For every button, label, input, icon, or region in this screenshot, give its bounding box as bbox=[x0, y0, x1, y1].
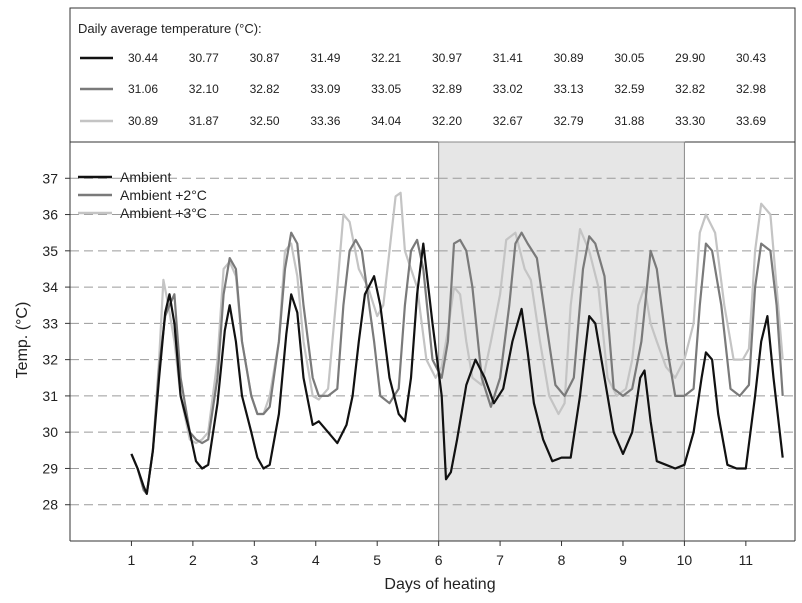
table-cell: 33.02 bbox=[493, 82, 523, 96]
table-cell: 32.59 bbox=[614, 82, 644, 96]
table-cell: 31.49 bbox=[310, 51, 340, 65]
x-tick-label: 3 bbox=[250, 552, 258, 568]
table-cell: 32.20 bbox=[432, 114, 462, 128]
legend: Ambient Ambient +2°C Ambient +3°C bbox=[78, 169, 207, 221]
table-rows: 30.44 30.77 30.87 31.49 32.21 30.97 31.41 30.89… bbox=[80, 51, 766, 128]
y-ticks: 28 29 30 31 32 33 34 35 36 37 bbox=[42, 170, 70, 513]
legend-label: Ambient bbox=[120, 169, 171, 185]
table-cell: 32.82 bbox=[675, 82, 705, 96]
x-tick-label: 9 bbox=[619, 552, 627, 568]
table-cell: 30.97 bbox=[432, 51, 462, 65]
table-cell: 32.67 bbox=[493, 114, 523, 128]
y-tick-label: 33 bbox=[42, 315, 58, 331]
x-tick-label: 4 bbox=[312, 552, 320, 568]
series-lines bbox=[130, 191, 784, 495]
y-tick-label: 32 bbox=[42, 352, 58, 368]
table-cell: 32.79 bbox=[554, 114, 584, 128]
table-cell: 33.30 bbox=[675, 114, 705, 128]
table-cell: 30.44 bbox=[128, 51, 158, 65]
table-cell: 32.21 bbox=[371, 51, 401, 65]
table-cell: 33.05 bbox=[371, 82, 401, 96]
table-cell: 32.82 bbox=[250, 82, 280, 96]
series-line-1 bbox=[130, 242, 784, 495]
table-cell: 33.13 bbox=[554, 82, 584, 96]
table-cell: 31.06 bbox=[128, 82, 158, 96]
table-cell: 30.89 bbox=[128, 114, 158, 128]
shaded-region bbox=[438, 141, 685, 542]
x-tick-label: 1 bbox=[128, 552, 136, 568]
table-cell: 33.36 bbox=[310, 114, 340, 128]
x-ticks: 1 2 3 4 5 6 7 8 9 10 11 bbox=[128, 541, 754, 568]
y-tick-label: 30 bbox=[42, 424, 58, 440]
y-tick-label: 34 bbox=[42, 279, 58, 295]
table-cell: 29.90 bbox=[675, 51, 705, 65]
x-tick-label: 5 bbox=[373, 552, 381, 568]
x-tick-label: 2 bbox=[189, 552, 197, 568]
legend-label: Ambient +3°C bbox=[120, 205, 207, 221]
table-cell: 34.04 bbox=[371, 114, 401, 128]
table-cell: 32.50 bbox=[250, 114, 280, 128]
series-line-3 bbox=[130, 191, 784, 495]
table-cell: 30.05 bbox=[614, 51, 644, 65]
table-cell: 30.77 bbox=[189, 51, 219, 65]
x-tick-label: 10 bbox=[677, 552, 693, 568]
y-tick-label: 37 bbox=[42, 170, 58, 186]
table-cell: 30.89 bbox=[554, 51, 584, 65]
y-tick-label: 29 bbox=[42, 460, 58, 476]
table-cell: 30.43 bbox=[736, 51, 766, 65]
table-cell: 31.88 bbox=[614, 114, 644, 128]
table-cell: 30.87 bbox=[250, 51, 280, 65]
table-cell: 31.87 bbox=[189, 114, 219, 128]
x-tick-label: 11 bbox=[739, 552, 754, 568]
y-tick-label: 36 bbox=[42, 207, 58, 223]
x-tick-label: 8 bbox=[558, 552, 566, 568]
table-cell: 32.89 bbox=[432, 82, 462, 96]
table-cell: 33.09 bbox=[310, 82, 340, 96]
series-line-2 bbox=[130, 231, 784, 495]
y-tick-label: 35 bbox=[42, 243, 58, 259]
legend-label: Ambient +2°C bbox=[120, 187, 207, 203]
table-cell: 32.10 bbox=[189, 82, 219, 96]
table-panel-border bbox=[69, 7, 796, 143]
y-axis-label: Temp. (°C) bbox=[14, 302, 31, 379]
table-title: Daily average temperature (°C): bbox=[78, 21, 262, 36]
table-cell: 33.69 bbox=[736, 114, 766, 128]
x-axis-label: Days of heating bbox=[384, 576, 495, 593]
table-cell: 32.98 bbox=[736, 82, 766, 96]
x-tick-label: 7 bbox=[496, 552, 504, 568]
x-tick-label: 6 bbox=[435, 552, 443, 568]
y-tick-label: 28 bbox=[42, 497, 58, 513]
table-cell: 31.41 bbox=[493, 51, 523, 65]
y-tick-label: 31 bbox=[42, 388, 58, 404]
